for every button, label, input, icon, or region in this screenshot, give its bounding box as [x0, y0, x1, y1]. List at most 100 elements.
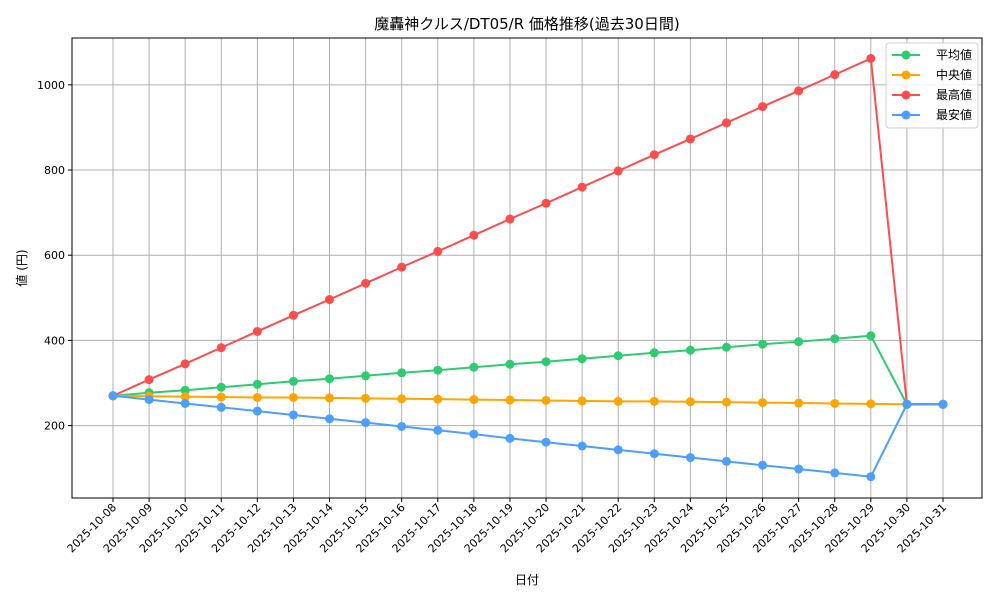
- data-point: [180, 385, 190, 395]
- data-point: [938, 399, 948, 409]
- data-point: [794, 86, 804, 96]
- data-point: [541, 395, 551, 405]
- data-point: [758, 398, 768, 408]
- data-point: [649, 150, 659, 160]
- data-point: [216, 392, 226, 402]
- data-point: [902, 399, 912, 409]
- data-point: [866, 53, 876, 63]
- data-point: [649, 449, 659, 459]
- data-point: [830, 398, 840, 408]
- data-point: [288, 310, 298, 320]
- data-point: [541, 357, 551, 367]
- data-point: [794, 337, 804, 347]
- series-最高値: [108, 53, 948, 409]
- plot-frame: [71, 37, 983, 499]
- data-point: [216, 382, 226, 392]
- data-point: [469, 429, 479, 439]
- data-point: [613, 166, 623, 176]
- data-point: [325, 393, 335, 403]
- data-point: [830, 468, 840, 478]
- data-point: [180, 359, 190, 369]
- data-point: [505, 395, 515, 405]
- data-point: [325, 414, 335, 424]
- legend-label: 最安値: [936, 107, 972, 122]
- data-point: [649, 348, 659, 358]
- y-tick-label: 800: [44, 164, 65, 177]
- legend-marker: [901, 90, 911, 100]
- data-point: [216, 343, 226, 353]
- data-point: [721, 397, 731, 407]
- data-point: [252, 326, 262, 336]
- data-point: [433, 246, 443, 256]
- legend-marker: [901, 50, 911, 60]
- data-point: [397, 368, 407, 378]
- data-point: [144, 395, 154, 405]
- legend-label: 平均値: [936, 47, 972, 62]
- data-point: [325, 374, 335, 384]
- data-point: [794, 464, 804, 474]
- data-point: [721, 342, 731, 352]
- data-point: [216, 402, 226, 412]
- data-point: [613, 351, 623, 361]
- data-point: [758, 339, 768, 349]
- data-point: [577, 441, 587, 451]
- data-point: [505, 433, 515, 443]
- series-line: [112, 394, 943, 478]
- data-point: [144, 375, 154, 385]
- y-axis-label: 値 (円): [14, 249, 29, 286]
- y-tick-label: 1000: [37, 79, 65, 92]
- series-中央値: [108, 391, 948, 409]
- data-point: [577, 396, 587, 406]
- data-point: [433, 365, 443, 375]
- data-point: [180, 392, 190, 402]
- data-point: [361, 393, 371, 403]
- y-tick-label: 200: [44, 420, 65, 433]
- series-平均値: [108, 331, 948, 409]
- data-point: [252, 392, 262, 402]
- data-point: [866, 331, 876, 341]
- data-point: [361, 418, 371, 428]
- chart-title: 魔轟神クルス/DT05/R 価格推移(過去30日間): [374, 15, 679, 33]
- data-point: [685, 345, 695, 355]
- data-point: [505, 359, 515, 369]
- data-point: [180, 398, 190, 408]
- data-point: [252, 379, 262, 389]
- series-line: [112, 394, 943, 406]
- y-tick-label: 600: [44, 249, 65, 262]
- data-point: [469, 362, 479, 372]
- x-axis-label: 日付: [515, 573, 539, 587]
- data-point: [577, 182, 587, 192]
- legend-marker: [901, 110, 911, 120]
- legend-box: [885, 42, 979, 129]
- legend-marker: [901, 70, 911, 80]
- data-point: [469, 395, 479, 405]
- y-tick-label: 400: [44, 334, 65, 347]
- data-point: [469, 230, 479, 240]
- data-point: [577, 354, 587, 364]
- legend-label: 中央値: [936, 67, 972, 82]
- data-point: [721, 456, 731, 466]
- series-line: [112, 56, 943, 406]
- data-point: [866, 472, 876, 482]
- data-point: [361, 371, 371, 381]
- legend-label: 最高値: [936, 87, 972, 102]
- data-point: [361, 278, 371, 288]
- data-point: [613, 396, 623, 406]
- data-point: [505, 214, 515, 224]
- data-point: [325, 295, 335, 305]
- data-point: [758, 102, 768, 112]
- data-point: [108, 391, 118, 401]
- data-point: [397, 421, 407, 431]
- data-point: [288, 410, 298, 420]
- data-point: [685, 397, 695, 407]
- data-point: [252, 406, 262, 416]
- data-point: [685, 453, 695, 463]
- data-point: [541, 437, 551, 447]
- data-point: [866, 399, 876, 409]
- data-point: [288, 392, 298, 402]
- data-point: [541, 198, 551, 208]
- data-point: [397, 262, 407, 272]
- data-point: [794, 398, 804, 408]
- data-point: [830, 70, 840, 80]
